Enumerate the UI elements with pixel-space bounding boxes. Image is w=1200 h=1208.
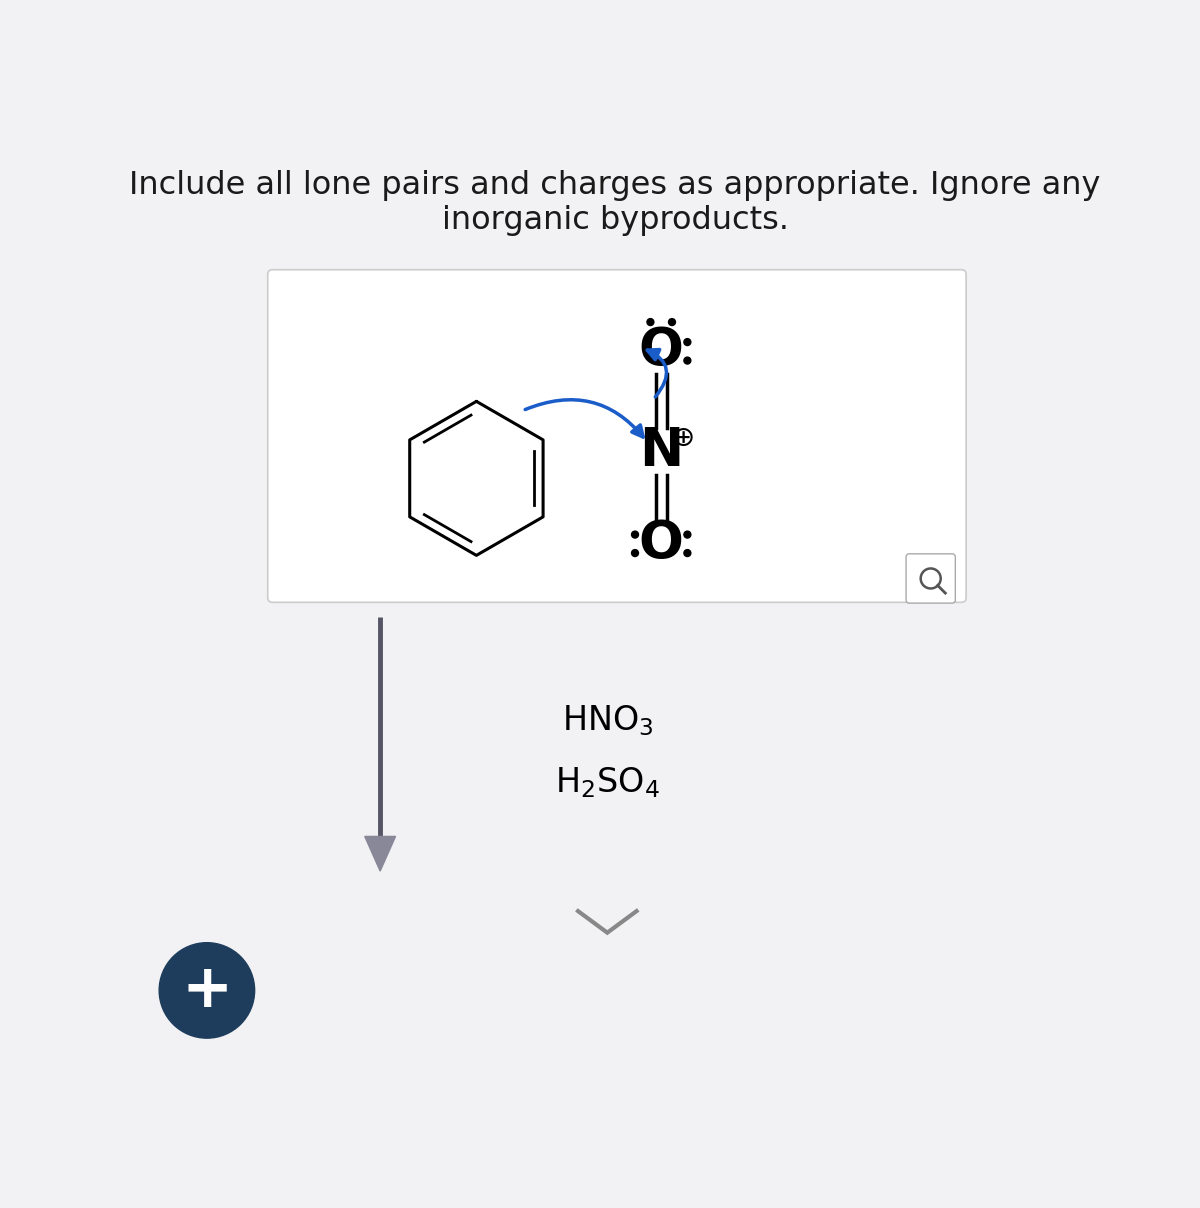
Text: N: N: [640, 425, 683, 477]
Text: inorganic byproducts.: inorganic byproducts.: [442, 205, 788, 236]
Circle shape: [684, 550, 691, 557]
Circle shape: [631, 550, 638, 557]
Text: ⊕: ⊕: [671, 424, 695, 452]
Circle shape: [647, 319, 654, 325]
Circle shape: [160, 942, 254, 1038]
Circle shape: [631, 532, 638, 538]
Text: Include all lone pairs and charges as appropriate. Ignore any: Include all lone pairs and charges as ap…: [130, 170, 1100, 202]
FancyBboxPatch shape: [268, 269, 966, 603]
Circle shape: [684, 358, 691, 364]
Circle shape: [684, 532, 691, 538]
Circle shape: [668, 319, 676, 325]
Circle shape: [684, 338, 691, 345]
Polygon shape: [365, 836, 396, 871]
Text: HNO$_3$: HNO$_3$: [562, 703, 653, 738]
Text: O: O: [638, 325, 684, 377]
Text: +: +: [181, 960, 233, 1020]
Text: H$_2$SO$_4$: H$_2$SO$_4$: [554, 765, 660, 800]
FancyBboxPatch shape: [906, 553, 955, 603]
Text: O: O: [638, 518, 684, 570]
